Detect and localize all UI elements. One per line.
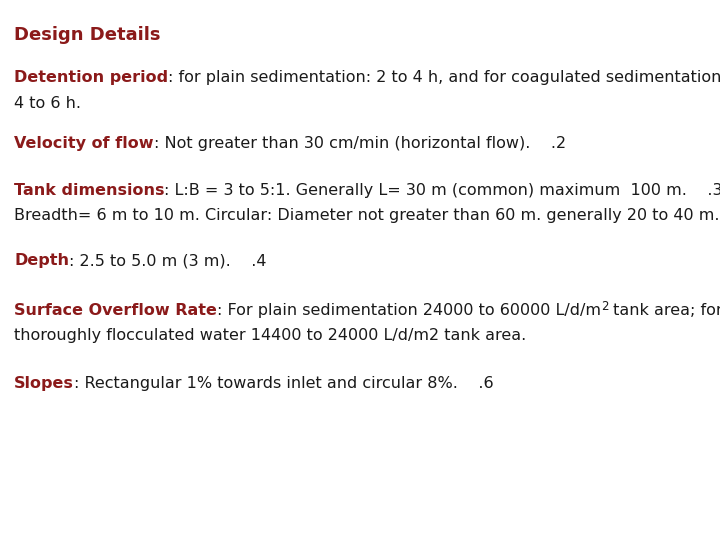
Text: : Not greater than 30 cm/min (horizontal flow).    .2: : Not greater than 30 cm/min (horizontal…: [153, 136, 566, 151]
Text: : 2.5 to 5.0 m (3 m).    .4: : 2.5 to 5.0 m (3 m). .4: [69, 253, 266, 268]
Text: Surface Overflow Rate: Surface Overflow Rate: [14, 303, 217, 318]
Text: : Rectangular 1% towards inlet and circular 8%.    .6: : Rectangular 1% towards inlet and circu…: [74, 376, 493, 391]
Text: Design Details: Design Details: [14, 26, 161, 44]
Text: Depth: Depth: [14, 253, 69, 268]
Text: tank area; for    .5: tank area; for .5: [608, 303, 720, 318]
Text: 2: 2: [601, 300, 608, 313]
Text: Breadth= 6 m to 10 m. Circular: Diameter not greater than 60 m. generally 20 to : Breadth= 6 m to 10 m. Circular: Diameter…: [14, 208, 719, 223]
Text: : For plain sedimentation 24000 to 60000 L/d/m: : For plain sedimentation 24000 to 60000…: [217, 303, 601, 318]
Text: 4 to 6 h.: 4 to 6 h.: [14, 96, 81, 111]
Text: : L:B = 3 to 5:1. Generally L= 30 m (common) maximum  100 m.    .3: : L:B = 3 to 5:1. Generally L= 30 m (com…: [164, 183, 720, 198]
Text: Tank dimensions: Tank dimensions: [14, 183, 164, 198]
Text: Slopes: Slopes: [14, 376, 74, 391]
Text: Velocity of flow: Velocity of flow: [14, 136, 153, 151]
Text: thoroughly flocculated water 14400 to 24000 L/d/m2 tank area.: thoroughly flocculated water 14400 to 24…: [14, 328, 526, 343]
Text: Detention period: Detention period: [14, 70, 168, 85]
Text: : for plain sedimentation: 2 to 4 h, and for coagulated sedimentation:   .1: : for plain sedimentation: 2 to 4 h, and…: [168, 70, 720, 85]
